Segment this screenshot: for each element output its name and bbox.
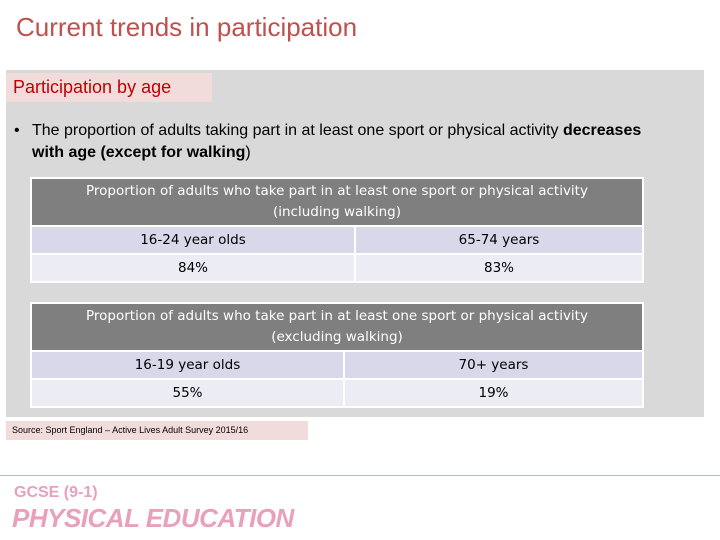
table-header: Proportion of adults who take part in at… <box>30 302 644 352</box>
value-older: 83% <box>354 253 644 283</box>
logo-line-2: PHYSICAL EDUCATION <box>12 503 294 533</box>
bullet-marker: • <box>14 122 20 139</box>
bullet-text: The proportion of adults taking part in … <box>32 122 563 139</box>
column-label-older: 65-74 years <box>354 225 644 255</box>
table-excluding-walking: Proportion of adults who take part in at… <box>30 302 644 408</box>
logo-line-1: GCSE (9-1) <box>14 484 98 501</box>
value-older: 19% <box>343 378 644 408</box>
value-younger: 84% <box>30 253 356 283</box>
source-citation: Source: Sport England – Active Lives Adu… <box>6 421 308 440</box>
table-header-text: Proportion of adults who take part in at… <box>86 308 588 345</box>
bullet-text-bold: decreases with age (except for walking <box>32 122 642 161</box>
footer-divider <box>0 475 720 476</box>
table-header: Proportion of adults who take part in at… <box>30 177 644 227</box>
bullet-point: • The proportion of adults taking part i… <box>14 120 654 164</box>
bullet-text-end: ) <box>245 144 251 161</box>
table-header-text: Proportion of adults who take part in at… <box>86 183 588 220</box>
column-label-younger: 16-19 year olds <box>30 350 345 380</box>
table-including-walking: Proportion of adults who take part in at… <box>30 177 644 283</box>
value-younger: 55% <box>30 378 345 408</box>
page-title: Current trends in participation <box>16 12 358 42</box>
section-tag: Participation by age <box>6 73 212 102</box>
column-label-younger: 16-24 year olds <box>30 225 356 255</box>
column-label-older: 70+ years <box>343 350 644 380</box>
